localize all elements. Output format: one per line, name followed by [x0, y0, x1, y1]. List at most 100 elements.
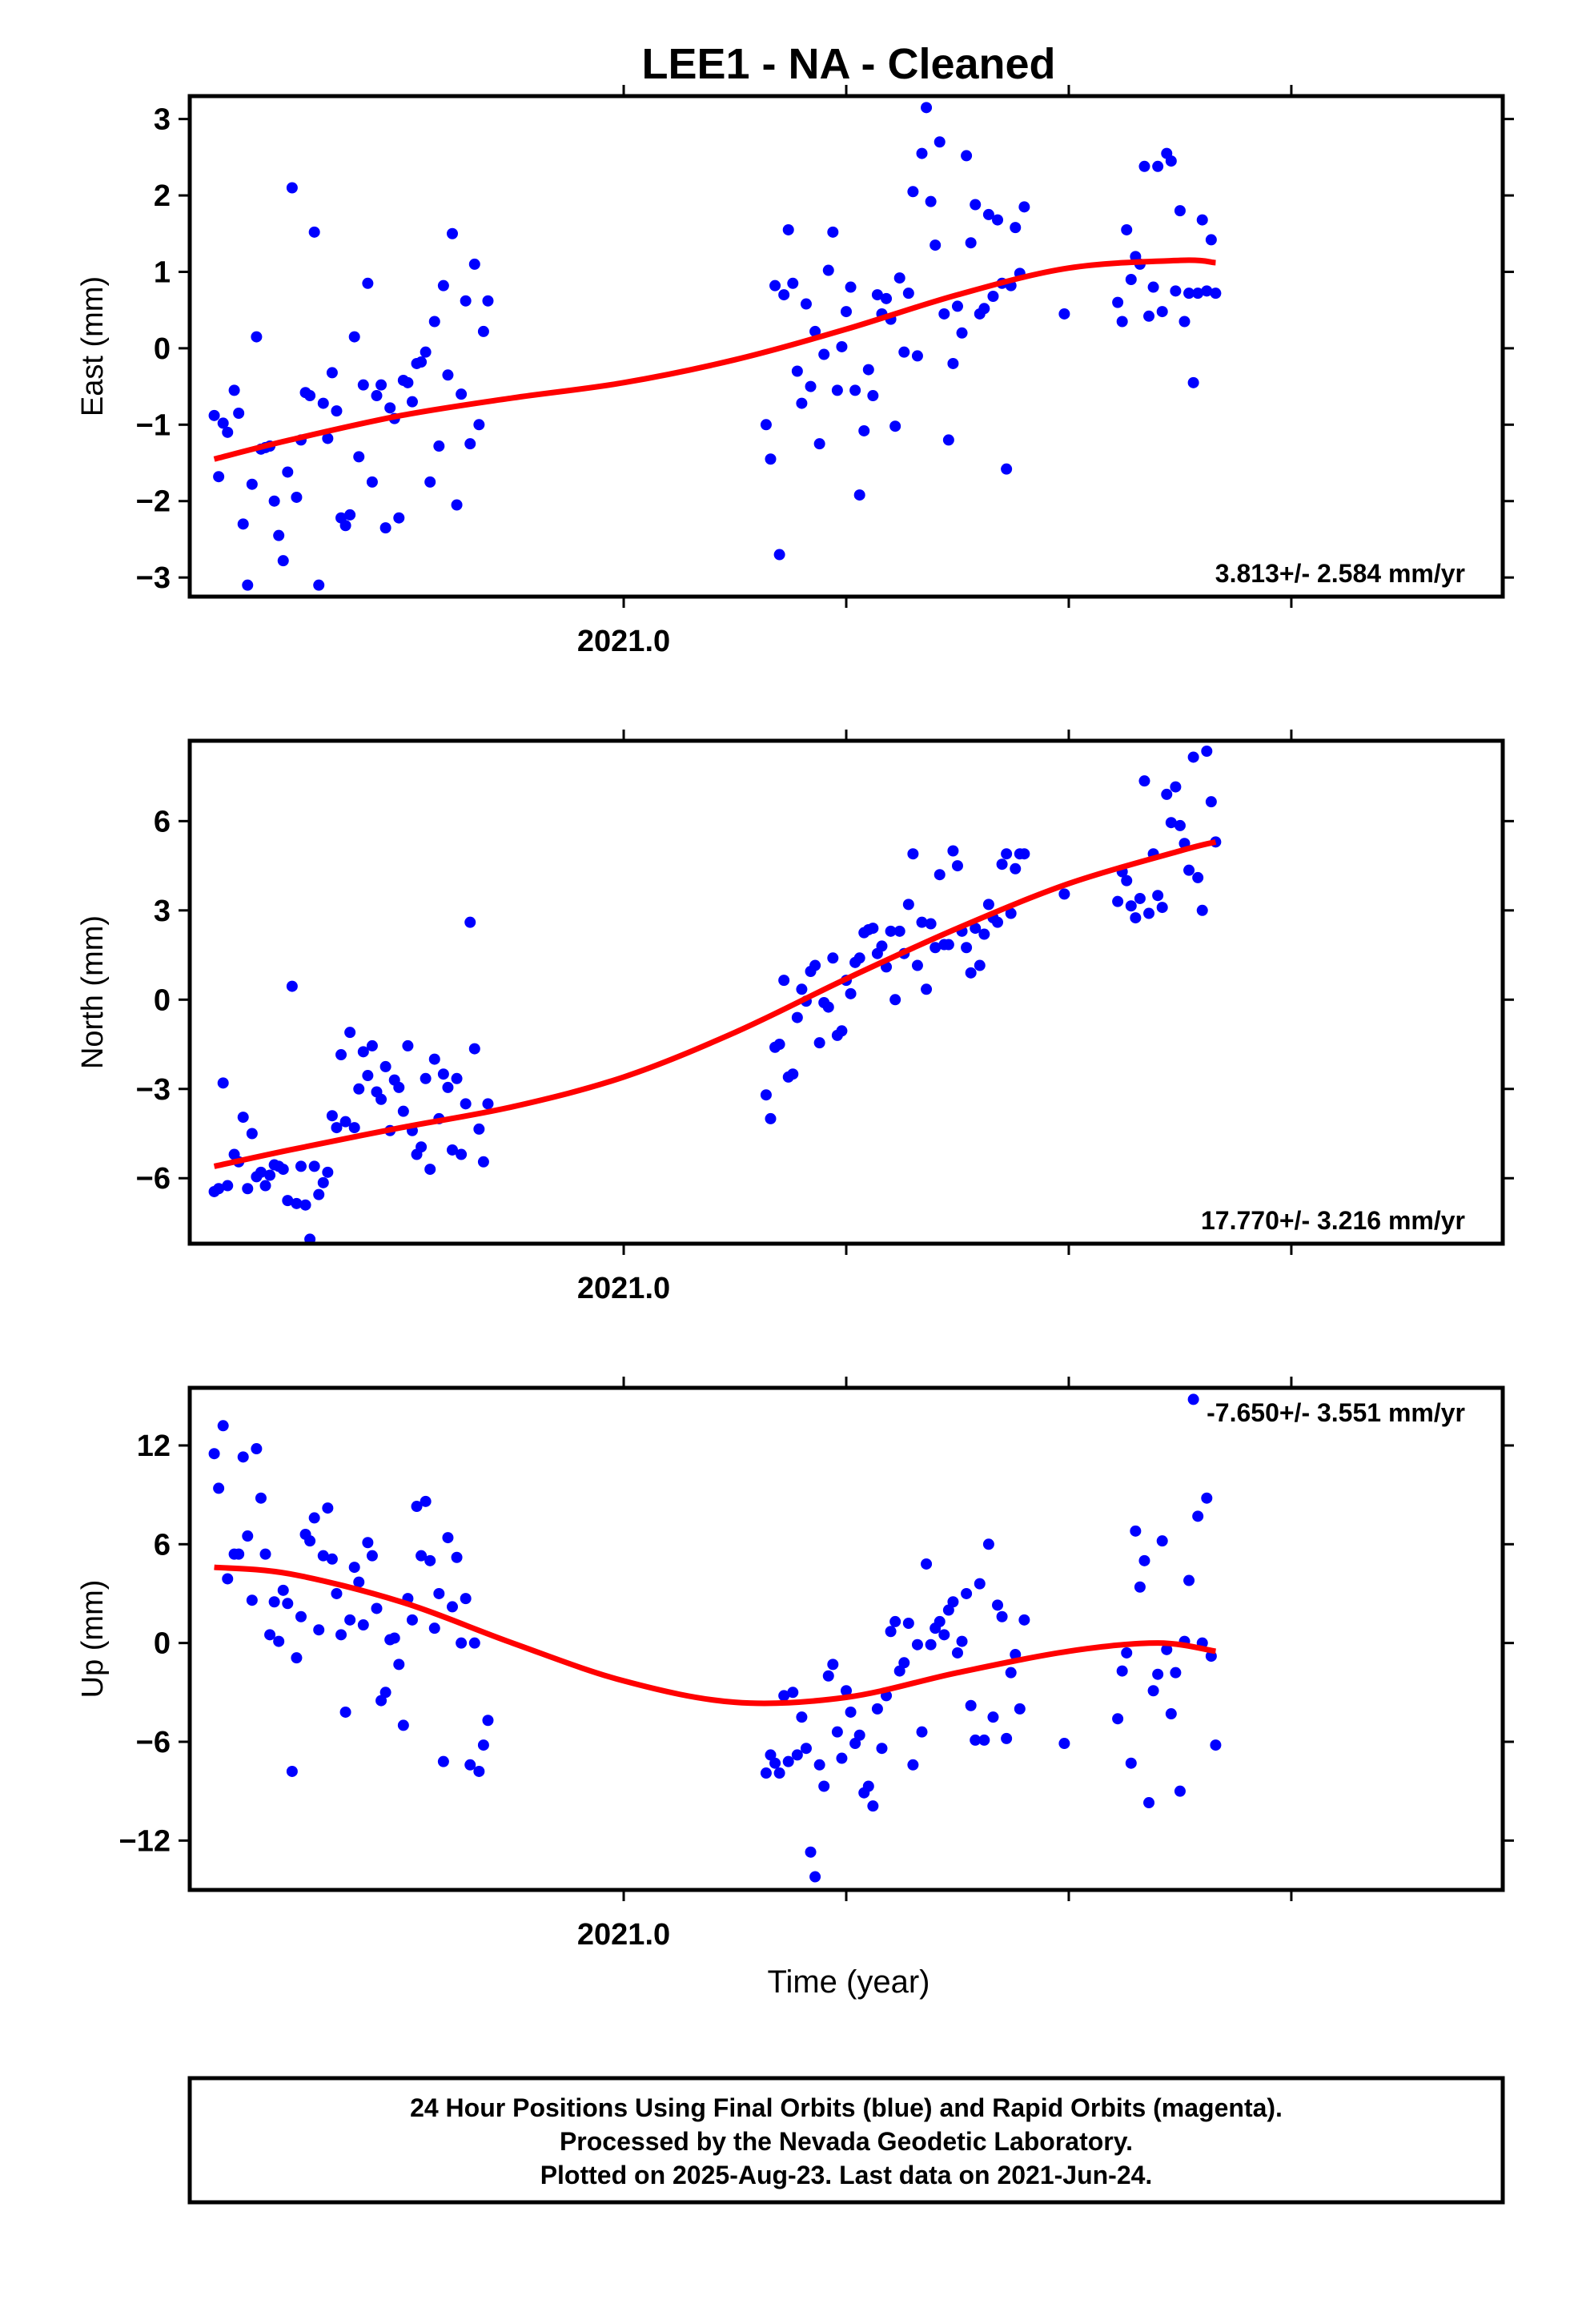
data-point	[947, 1596, 959, 1608]
rate-label: -7.650+/- 3.551 mm/yr	[1207, 1398, 1465, 1427]
data-point	[357, 379, 369, 391]
data-point	[482, 1715, 494, 1727]
fit-curve	[214, 1564, 1216, 1707]
y-tick-label: 6	[154, 805, 171, 838]
data-point	[1196, 214, 1208, 226]
data-point	[849, 1738, 861, 1750]
data-point	[1001, 848, 1013, 860]
data-point	[1005, 907, 1017, 919]
x-axis-label: Time (year)	[768, 1964, 930, 2000]
data-point	[406, 1614, 418, 1626]
data-point	[947, 845, 959, 857]
y-tick-label: −1	[136, 408, 171, 442]
data-point	[468, 1637, 480, 1649]
data-point	[308, 1160, 320, 1172]
y-tick-label: 3	[154, 103, 171, 137]
data-point	[362, 1070, 374, 1082]
data-point	[907, 1759, 919, 1771]
y-axis-label: Up (mm)	[76, 1580, 110, 1699]
data-point	[420, 1072, 432, 1084]
data-point	[1112, 296, 1124, 308]
data-point	[242, 579, 254, 591]
data-point	[416, 1550, 428, 1562]
y-tick-label: −6	[136, 1726, 171, 1759]
data-point	[841, 306, 852, 318]
data-point	[1187, 751, 1199, 763]
data-point	[765, 1112, 777, 1124]
data-point	[246, 478, 258, 490]
data-point	[348, 1122, 360, 1134]
data-point	[1147, 1685, 1159, 1697]
y-tick-label: 12	[137, 1429, 171, 1463]
data-point	[208, 1448, 220, 1460]
data-point	[1183, 864, 1195, 876]
data-point	[836, 1752, 848, 1764]
data-point	[947, 357, 959, 369]
data-point	[1018, 201, 1030, 213]
data-point	[242, 1530, 254, 1542]
data-point	[437, 279, 449, 292]
data-point	[411, 1501, 423, 1513]
data-point	[974, 1578, 986, 1590]
data-point	[344, 509, 356, 521]
data-point	[876, 940, 888, 952]
footer-box	[187, 2076, 1505, 2205]
data-point	[1187, 1393, 1199, 1405]
data-point	[1152, 1668, 1164, 1680]
data-point	[1005, 1667, 1017, 1679]
data-point	[791, 1749, 803, 1761]
data-point	[760, 1767, 772, 1779]
data-point	[1018, 1614, 1030, 1626]
data-point	[473, 1765, 485, 1777]
data-point	[1130, 1525, 1142, 1537]
data-point	[1125, 274, 1137, 286]
data-point	[1143, 907, 1155, 919]
data-point	[809, 1871, 821, 1883]
data-point	[956, 1635, 968, 1647]
data-point	[277, 555, 289, 567]
data-point	[442, 369, 454, 381]
data-point	[782, 1755, 794, 1767]
data-point	[317, 397, 329, 409]
data-point	[1143, 310, 1155, 322]
data-point	[845, 281, 857, 293]
data-point	[286, 1765, 298, 1777]
data-point	[853, 952, 865, 964]
data-point	[344, 1614, 356, 1626]
data-point	[259, 1180, 271, 1192]
data-point	[1192, 287, 1204, 300]
rate-label: 17.770+/- 3.216 mm/yr	[1201, 1206, 1465, 1235]
data-point	[765, 1749, 777, 1761]
data-point	[1152, 890, 1164, 902]
y-tick-label: −2	[136, 485, 171, 519]
data-point	[1201, 746, 1213, 758]
data-point	[353, 1083, 365, 1095]
data-point	[982, 899, 994, 911]
data-point	[482, 1098, 494, 1110]
data-point	[222, 426, 234, 438]
data-point	[822, 1670, 834, 1682]
data-point	[956, 327, 968, 339]
data-point	[222, 1180, 234, 1192]
data-point	[217, 1077, 229, 1089]
data-point	[1001, 463, 1013, 475]
y-tick-label: 0	[154, 983, 171, 1017]
data-point	[264, 1629, 276, 1641]
data-point	[961, 1587, 973, 1599]
data-point	[862, 364, 874, 376]
data-point	[951, 860, 963, 872]
data-point	[831, 1726, 843, 1738]
data-point	[822, 264, 834, 276]
data-point	[255, 1166, 267, 1178]
data-point	[482, 295, 494, 307]
y-tick-label: −6	[136, 1162, 171, 1196]
data-point	[978, 928, 990, 940]
data-point	[464, 438, 476, 450]
data-point	[778, 1690, 790, 1702]
data-point	[420, 346, 432, 358]
data-point	[375, 1695, 387, 1707]
data-point	[255, 1492, 267, 1504]
data-point	[344, 1027, 356, 1039]
